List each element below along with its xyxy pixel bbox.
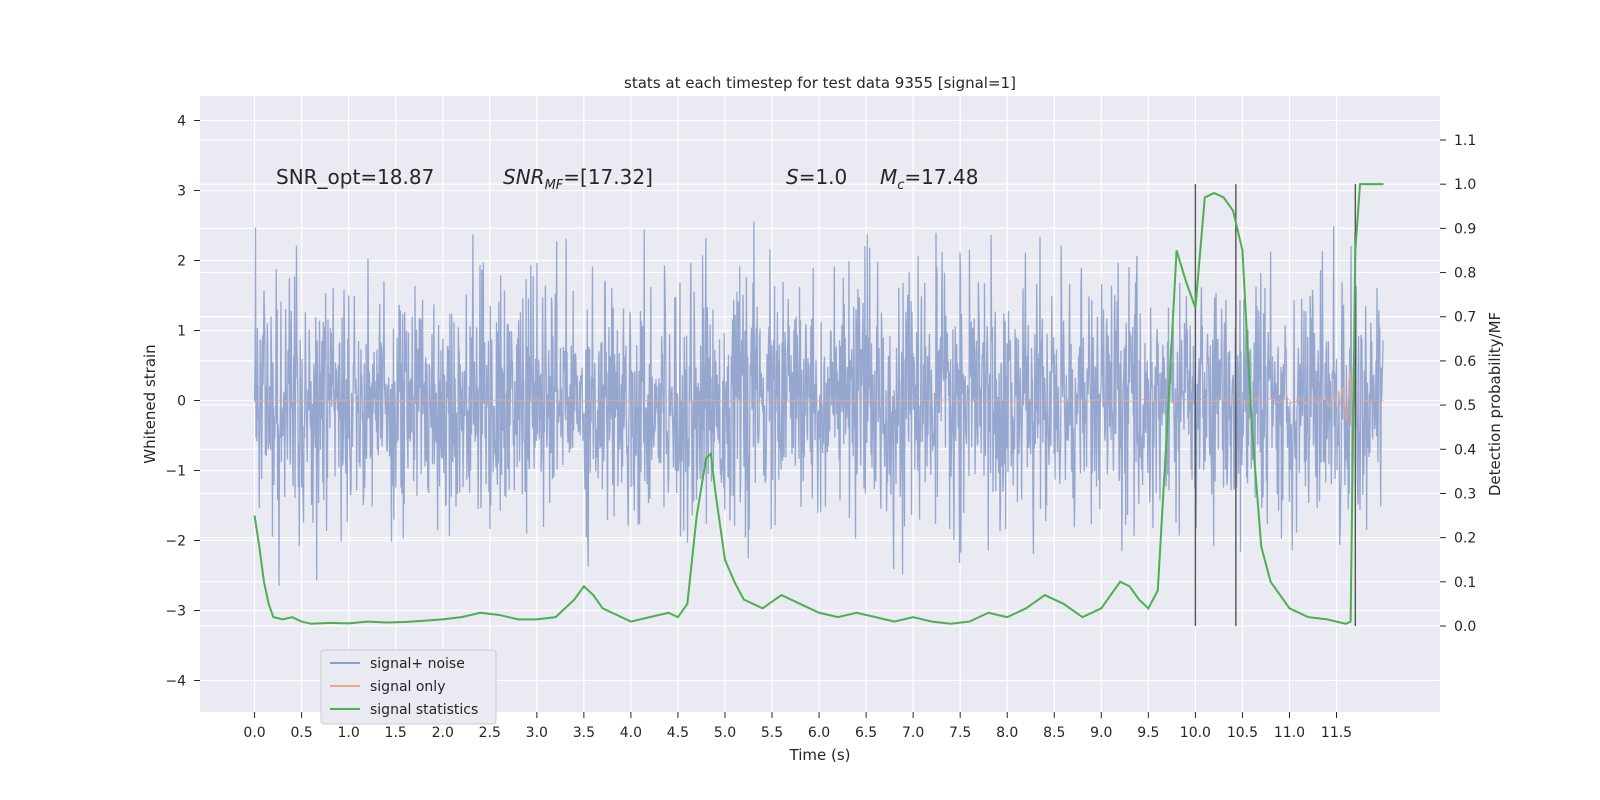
y2-tick-label: 0.0 [1454, 619, 1476, 635]
x-tick-label: 2.5 [479, 725, 501, 741]
y-tick-label: 1 [177, 324, 186, 340]
y2-tick-label: 0.1 [1454, 575, 1476, 591]
y2-tick-label: 0.9 [1454, 221, 1476, 237]
x-tick-label: 0.0 [243, 725, 265, 741]
y-tick-label: −3 [165, 604, 186, 620]
y2-tick-label: 0.2 [1454, 531, 1476, 547]
legend: signal+ noise signal only signal statist… [320, 649, 497, 725]
x-tick-label: 6.5 [855, 725, 877, 741]
x-tick-label: 9.5 [1137, 725, 1159, 741]
x-tick-label: 1.5 [385, 725, 407, 741]
x-tick-label: 1.0 [338, 725, 360, 741]
y2-tick-label: 0.3 [1454, 486, 1476, 502]
y-tick-label: 0 [177, 394, 186, 410]
x-tick-label: 7.5 [949, 725, 971, 741]
x-tick-label: 7.0 [902, 725, 924, 741]
chart-title: stats at each timestep for test data 935… [624, 74, 1016, 92]
y-tick-label: −1 [165, 464, 186, 480]
x-tick-label: 8.0 [996, 725, 1018, 741]
annotation-mc: Mc=17.48 [880, 165, 978, 193]
legend-label-stats: signal statistics [370, 702, 478, 718]
x-tick-label: 3.5 [573, 725, 595, 741]
y-axis-ticks: 4 3 2 1 0 −1 −2 −3 −4 [165, 114, 200, 690]
y2-tick-label: 0.8 [1454, 266, 1476, 282]
y2-tick-label: 0.5 [1454, 398, 1476, 414]
legend-label-noise: signal+ noise [370, 656, 465, 672]
x-tick-label: 4.5 [667, 725, 689, 741]
y2-tick-label: 1.0 [1454, 177, 1476, 193]
y-tick-label: 3 [177, 184, 186, 200]
x-tick-label: 5.0 [714, 725, 736, 741]
legend-box [320, 649, 497, 725]
y2-axis-label: Detection probability/MF [1486, 312, 1504, 496]
annotation-snr-opt: SNR_opt=18.87 [276, 165, 434, 189]
y-tick-label: 4 [177, 114, 186, 130]
y-tick-label: −4 [165, 674, 186, 690]
y-tick-label: −2 [165, 534, 186, 550]
x-axis-ticks: 0.0 0.5 1.0 1.5 2.0 2.5 3.0 3.5 4.0 4.5 5.0 5.5 6.0 6… [243, 712, 1352, 741]
x-tick-label: 8.5 [1043, 725, 1065, 741]
x-tick-label: 11.0 [1274, 725, 1305, 741]
x-tick-label: 5.5 [761, 725, 783, 741]
x-tick-label: 9.0 [1090, 725, 1112, 741]
annotation-snr-mf: SNRMF=[17.32] [503, 165, 653, 193]
legend-label-signal: signal only [370, 679, 445, 695]
y2-tick-label: 0.4 [1454, 442, 1476, 458]
x-tick-label: 4.0 [620, 725, 642, 741]
x-tick-label: 11.5 [1321, 725, 1352, 741]
x-axis-label: Time (s) [789, 746, 851, 764]
signal-statistics-line [253, 183, 1384, 625]
y-axis-label: Whitened strain [141, 344, 159, 463]
annotation-s: S=1.0 [786, 165, 847, 189]
x-tick-label: 10.5 [1227, 725, 1258, 741]
y-tick-label: 2 [177, 254, 186, 270]
x-tick-label: 0.5 [290, 725, 312, 741]
x-tick-label: 10.0 [1180, 725, 1211, 741]
y2-axis-ticks: 1.1 1.0 0.9 0.8 0.7 0.6 0.5 0.4 0.3 0.2 0.1 0.0 [1440, 133, 1476, 635]
x-tick-label: 6.0 [808, 725, 830, 741]
y2-tick-label: 1.1 [1454, 133, 1476, 149]
x-tick-label: 2.0 [432, 725, 454, 741]
x-tick-label: 3.0 [526, 725, 548, 741]
y2-tick-label: 0.6 [1454, 354, 1476, 370]
y2-tick-label: 0.7 [1454, 310, 1476, 326]
signal-statistics-series [253, 183, 1384, 625]
